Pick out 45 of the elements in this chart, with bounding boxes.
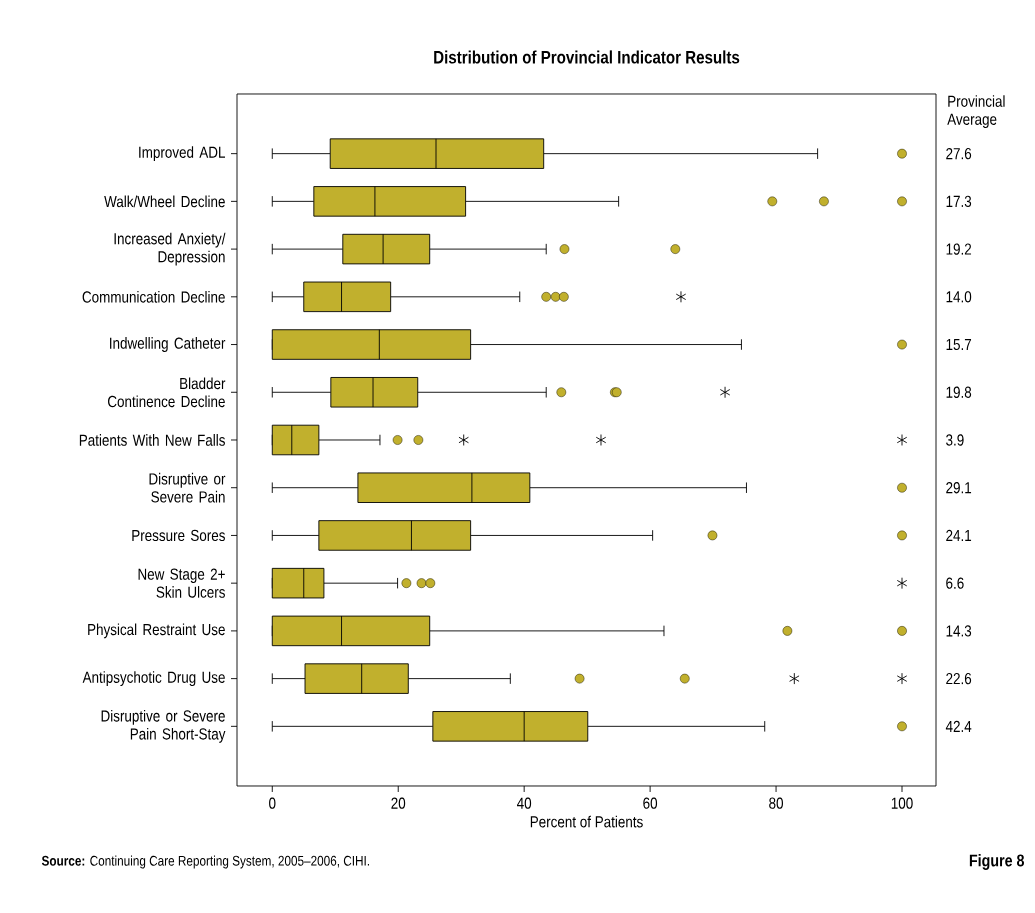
y-tick-label: New Stage 2+ Skin Ulcers — [138, 568, 225, 598]
y2-tick-label: 3.9 — [946, 434, 964, 446]
y-tick-label: Improved ADL — [139, 146, 226, 162]
x-tick-label: 60 — [643, 797, 658, 809]
x-tick-label: 40 — [517, 797, 532, 809]
y-tick-label: Bladder Continence Decline — [108, 377, 226, 408]
y2-tick-label: 14.3 — [946, 625, 972, 637]
point — [896, 434, 908, 446]
y2-tick-label: 15.7 — [946, 338, 972, 351]
y2-tick-label: 6.6 — [946, 577, 964, 589]
point — [675, 290, 687, 303]
y2-tick-label: 24.1 — [946, 529, 972, 542]
y2-tick-label: 14.0 — [946, 291, 972, 303]
x-tick-label: 100 — [891, 797, 913, 809]
y-tick-label: Indwelling Catheter — [110, 337, 226, 353]
caption: Figure 8 — [969, 854, 1025, 870]
y2-tick-label: 19.2 — [946, 243, 972, 255]
x-tick-label: 20 — [391, 797, 406, 809]
y-tick-label: Patients With New Falls — [79, 434, 225, 446]
y2-tick-label: 19.8 — [946, 386, 972, 398]
y2-tick-label: 22.6 — [946, 672, 972, 685]
point — [719, 386, 731, 399]
y2-tick-label: 17.3 — [946, 195, 972, 208]
point — [896, 577, 908, 590]
y-tick-label: Walk/Wheel Decline — [104, 195, 225, 208]
chart-title: Distribution of Provincial Indicator Results — [434, 50, 740, 64]
y-tick-label: Increased Anxiety/ Depression — [114, 232, 226, 266]
x-axis-title: Percent of Patients — [530, 815, 643, 828]
x-tick-label: 0 — [269, 797, 276, 809]
point — [896, 672, 908, 685]
point — [458, 434, 469, 446]
y-tick-label: Pressure Sores — [132, 529, 225, 542]
y-tick-label: Disruptive or Severe Pain Short-Stay — [101, 709, 226, 743]
y-tick-label: Disruptive or Severe Pain — [149, 472, 226, 503]
y2-tick-label: 29.1 — [946, 482, 972, 494]
y2-tick-label: 27.6 — [946, 147, 972, 160]
y-tick-label: Communication Decline — [82, 290, 225, 303]
x-tick-label: 80 — [769, 797, 784, 809]
point — [789, 672, 800, 685]
y-tick-label: Antipsychotic Drug Use — [82, 671, 225, 687]
text: Source: Continuing Care Reporting System, 2005–2006, CIHI. — [41, 855, 369, 869]
y2-axis-title: Provincial Average — [947, 95, 1005, 129]
y-tick-label: Physical Restraint Use — [88, 623, 225, 639]
point — [595, 434, 607, 446]
y2-tick-label: 42.4 — [945, 720, 972, 732]
